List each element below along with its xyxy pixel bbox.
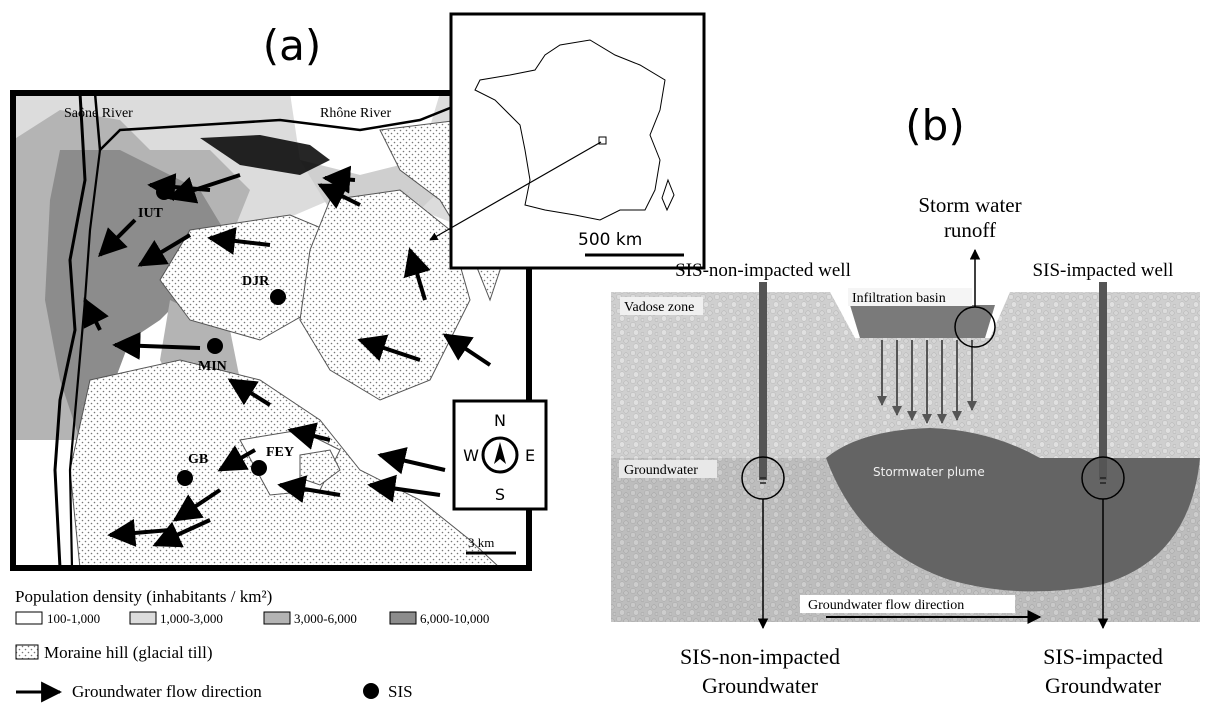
well-impacted: [1099, 282, 1107, 480]
legend-swatch-4: [389, 611, 417, 625]
plume-label: Stormwater plume: [873, 465, 985, 479]
flow-arrow: [277, 475, 341, 503]
flow-arrow: [217, 445, 256, 472]
map: Saône River Rhône River IUT DJR MIN FEY …: [13, 93, 529, 568]
flow-arrow: [107, 518, 171, 547]
flow-arrow: [322, 165, 356, 194]
flow-arrow: [287, 422, 331, 450]
flow-direction-bg: [800, 595, 1015, 613]
groundwater-label-bg: [619, 460, 717, 478]
saone-river: [53, 93, 87, 568]
legend-moraine-label: Moraine hill (glacial till): [44, 643, 213, 662]
moraine-hill-2: [299, 189, 471, 401]
flow-arrow: [152, 518, 211, 548]
site-label-fey: FEY: [266, 445, 294, 460]
rhone-river-label: Rhône River: [320, 106, 391, 121]
flow-arrow: [227, 378, 272, 407]
saone-river-label: Saône River: [64, 106, 133, 121]
flow-arrow: [403, 247, 431, 301]
scale-main-label: 3 km: [468, 535, 494, 550]
legend-class-3: 3,000-6,000: [294, 611, 357, 626]
site-label-min: MIN: [198, 359, 227, 374]
flow-arrow: [167, 173, 241, 204]
flow-arrow: [83, 297, 109, 331]
legend-class-1: 100-1,000: [47, 611, 100, 626]
legend-sis-dot: [363, 683, 379, 699]
legend-sis-label: SIS: [388, 682, 413, 701]
inset-france: 500 km: [429, 12, 706, 270]
sis-site-fey: [251, 460, 267, 476]
compass-e: E: [525, 446, 535, 465]
france-outline: [474, 39, 666, 221]
flow-arrow: [377, 447, 446, 475]
sis-site-iut: [156, 184, 172, 200]
sis-site-gb: [177, 470, 193, 486]
compass: N S W E: [452, 399, 548, 511]
flow-direction-label: Groundwater flow direction: [808, 598, 964, 613]
legend-flow-label: Groundwater flow direction: [72, 682, 262, 701]
sis-site-min: [207, 338, 223, 354]
legend-class-2: 1,000-3,000: [160, 611, 223, 626]
storm-runoff-line1: Storm water: [918, 193, 1021, 217]
sis-site-djr: [270, 289, 286, 305]
legend: Population density (inhabitants / km²) 1…: [15, 587, 489, 703]
basin-label-bg: [848, 288, 972, 306]
compass-w: W: [463, 446, 479, 465]
flow-arrow: [98, 218, 137, 257]
panel-b-label: (b): [905, 101, 964, 150]
well-left-label: SIS-non-impacted well: [675, 260, 851, 281]
out-right-line2: Groundwater: [1045, 673, 1162, 698]
site-label-iut: IUT: [138, 206, 164, 221]
scale-inset-label: 500 km: [578, 230, 642, 250]
out-left-line2: Groundwater: [702, 673, 819, 698]
urban-core: [200, 135, 330, 175]
flow-arrows: [83, 165, 492, 548]
legend-class-4: 6,000-10,000: [420, 611, 489, 626]
site-label-gb: GB: [188, 452, 208, 467]
compass-n: N: [494, 411, 506, 430]
groundwater-label: Groundwater: [624, 463, 698, 478]
north-arrow-icon: [494, 442, 506, 464]
infiltration-basin: [850, 305, 995, 338]
panel-a-label: (a): [263, 21, 322, 70]
inset-pointer-line: [429, 141, 602, 241]
flow-arrow: [207, 227, 271, 255]
out-right-line1: SIS-impacted: [1043, 644, 1163, 669]
flow-arrow: [442, 333, 492, 367]
flow-arrow: [172, 488, 222, 522]
cross-section: Groundwater flow direction Vadose zone I…: [611, 248, 1200, 630]
out-left-line1: SIS-non-impacted: [680, 644, 840, 669]
legend-swatch-1: [15, 611, 43, 625]
sis-sites: [156, 184, 286, 486]
infiltration-arrows: [877, 340, 977, 424]
infiltration-basin-label: Infiltration basin: [852, 291, 946, 306]
site-label-djr: DJR: [242, 274, 270, 289]
well-right-label: SIS-impacted well: [1033, 260, 1174, 281]
flow-arrow: [357, 334, 421, 362]
legend-swatch-2: [129, 611, 157, 625]
map-frame: [10, 90, 532, 571]
flow-arrow: [367, 474, 441, 503]
moraine-hill-5: [299, 449, 341, 486]
legend-swatch-3: [263, 611, 291, 625]
corsica-outline: [661, 178, 675, 212]
study-area-marker: [598, 136, 607, 145]
vadose-label-bg: [620, 297, 703, 315]
storm-runoff-line2: runoff: [944, 218, 996, 242]
legend-moraine-swatch: [15, 644, 39, 660]
flow-arrow: [137, 233, 192, 267]
legend-density-title: Population density (inhabitants / km²): [15, 587, 272, 606]
compass-s: S: [495, 485, 505, 504]
well-non-impacted: [759, 282, 767, 480]
rhone-river-south: [68, 149, 102, 568]
flow-arrow: [112, 331, 201, 360]
vadose-zone-label: Vadose zone: [624, 300, 694, 315]
